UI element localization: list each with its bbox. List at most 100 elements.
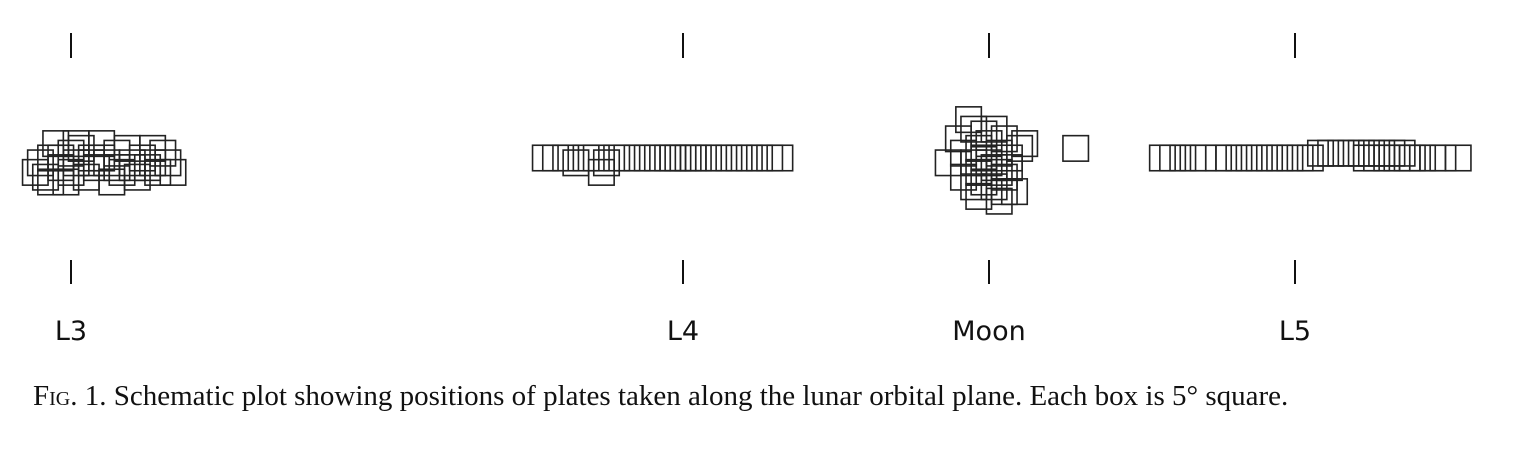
plate-box-l4 <box>674 144 702 172</box>
plate-box-l5 <box>1357 139 1386 167</box>
plate-box-l4 <box>643 144 672 172</box>
plate-box-l3 <box>88 130 116 158</box>
plate-box-moon <box>980 115 1008 143</box>
plate-box-l3 <box>47 154 75 182</box>
plate-box-l3 <box>139 149 167 177</box>
plate-box-l5 <box>1286 144 1314 172</box>
plate-boxes <box>21 106 1472 215</box>
plate-box-l5 <box>1235 144 1263 172</box>
plate-box-l4 <box>541 144 570 172</box>
plate-box-l4 <box>572 144 600 172</box>
plate-box-moon <box>985 158 1013 186</box>
plate-box-l3 <box>57 139 85 167</box>
plate-box-l5 <box>1388 139 1416 167</box>
plate-box-l3 <box>123 163 151 191</box>
plate-box-l3 <box>42 130 70 158</box>
plate-box-l5 <box>1363 144 1391 172</box>
plate-box-l3 <box>52 168 80 196</box>
plate-box-l5 <box>1444 144 1472 172</box>
plate-box-l4 <box>603 144 631 172</box>
plate-box-l5 <box>1419 144 1447 172</box>
plate-box-l3 <box>144 158 172 186</box>
plate-box-l4 <box>735 144 763 172</box>
plate-box-l5 <box>1245 144 1273 172</box>
plate-box-l3 <box>37 144 65 172</box>
plate-box-moon <box>949 163 978 191</box>
plate-box-l5 <box>1255 144 1284 172</box>
marker-ticks <box>70 33 1296 284</box>
caption-label: Fig. 1. <box>33 380 107 412</box>
plate-box-l5 <box>1393 144 1421 172</box>
plate-box-moon <box>980 173 1008 201</box>
plate-box-l4 <box>705 144 733 172</box>
plate-box-l3 <box>159 158 187 186</box>
plate-box-moon <box>975 130 1003 158</box>
plate-box-moon <box>949 139 978 167</box>
plate-box-l5 <box>1215 144 1243 172</box>
plate-box-l5 <box>1225 144 1253 172</box>
plate-box-l5 <box>1306 139 1335 167</box>
plate-box-l4 <box>562 149 590 177</box>
plate-box-l5 <box>1296 144 1324 172</box>
plate-box-l5 <box>1179 144 1207 172</box>
plate-box-l4 <box>664 144 692 172</box>
plate-box-moon <box>960 115 988 143</box>
marker-labels: L3 L4 Moon L5 <box>55 316 1311 347</box>
plate-box-l5 <box>1368 139 1396 167</box>
figure-caption: Fig. 1. Schematic plot showing positions… <box>33 378 1513 414</box>
plate-box-l3 <box>82 154 111 182</box>
plate-box-l5 <box>1373 144 1401 172</box>
plate-box-l5 <box>1204 144 1233 172</box>
label-l5: L5 <box>1279 316 1311 347</box>
plate-box-l3 <box>57 158 85 186</box>
plate-box-moon-side <box>1062 134 1090 162</box>
plate-box-l3 <box>139 134 167 162</box>
plate-box-l3 <box>93 149 121 177</box>
plate-box-moon <box>970 168 998 196</box>
plate-box-moon <box>1006 134 1034 162</box>
plate-box-moon <box>990 163 1018 191</box>
plate-box-moon <box>985 187 1013 215</box>
plate-box-l4 <box>756 144 784 172</box>
plate-box-l5 <box>1189 144 1217 172</box>
plate-box-l3 <box>62 149 90 177</box>
label-l4: L4 <box>667 316 699 347</box>
plate-box-l4 <box>633 144 661 172</box>
plate-box-l3 <box>98 168 126 196</box>
plate-position-plot: L3 L4 Moon L5 <box>21 33 1472 347</box>
plate-box-moon <box>955 106 983 134</box>
plate-box-l3 <box>72 163 100 191</box>
label-l3: L3 <box>55 316 87 347</box>
plate-box-l5 <box>1276 144 1304 172</box>
plate-box-l5 <box>1408 144 1437 172</box>
plate-box-l4 <box>659 144 687 172</box>
plate-box-l3 <box>77 144 105 172</box>
plate-box-l3 <box>113 134 141 162</box>
plate-box-l3 <box>149 139 177 167</box>
plate-box-l3 <box>21 158 49 186</box>
plate-box-l5 <box>1159 144 1187 172</box>
plate-box-l3 <box>47 144 75 172</box>
plate-box-l5 <box>1352 144 1380 172</box>
plate-box-moon <box>985 139 1013 167</box>
plate-box-moon <box>960 173 988 201</box>
plate-box-l5 <box>1398 144 1426 172</box>
plate-box-l4 <box>684 144 712 172</box>
plate-box-l4 <box>582 144 610 172</box>
plate-box-l3 <box>118 149 146 177</box>
plate-box-moon <box>970 120 998 148</box>
plate-box-moon <box>995 154 1023 182</box>
plate-box-l5 <box>1317 139 1345 167</box>
plate-box-l5 <box>1429 144 1457 172</box>
plate-box-l5 <box>1327 139 1355 167</box>
plate-box-l4 <box>613 144 641 172</box>
plate-box-l3 <box>62 130 90 158</box>
plate-box-l4 <box>531 144 559 172</box>
plate-box-moon <box>980 154 1008 182</box>
plate-box-l5 <box>1383 144 1411 172</box>
plate-box-l4 <box>766 144 794 172</box>
plate-box-moon <box>934 149 962 177</box>
plate-box-l5 <box>1266 144 1294 172</box>
plate-box-moon <box>1000 178 1029 206</box>
plate-box-l3 <box>26 149 54 177</box>
